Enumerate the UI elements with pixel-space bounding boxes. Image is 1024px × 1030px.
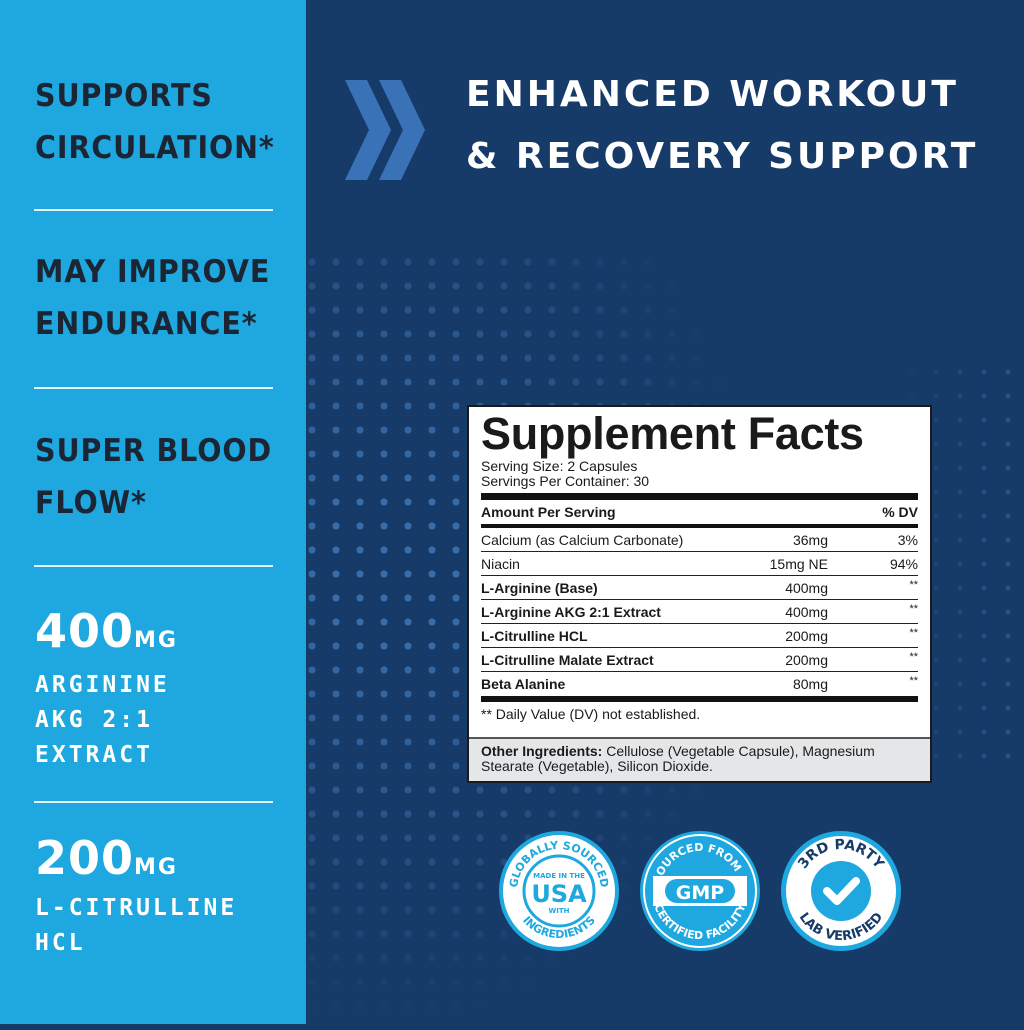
dv-footnote: ** Daily Value (DV) not established.: [481, 706, 701, 722]
facts-title: Supplement Facts: [481, 408, 864, 459]
lab-verified-badge: 3RD PARTY LAB VERIFIED: [781, 831, 901, 951]
facts-row: L-Citrulline HCL 200mg **: [481, 624, 918, 648]
svg-text:MADE IN THE: MADE IN THE: [533, 872, 585, 880]
double-chevron-right-icon: [345, 80, 425, 180]
facts-row: L-Arginine (Base) 400mg **: [481, 576, 918, 600]
divider: [34, 565, 273, 567]
facts-header: Amount Per Serving% DV: [481, 500, 918, 528]
svg-text:USA: USA: [531, 880, 587, 908]
svg-text:GMP: GMP: [676, 882, 725, 904]
facts-row: Beta Alanine 80mg **: [481, 675, 918, 692]
other-ingredients: Other Ingredients: Cellulose (Vegetable …: [469, 737, 930, 781]
gmp-badge: SOURCED FROM A CERTIFIED FACILITY GMP: [640, 831, 760, 951]
servings-per-container: Servings Per Container: 30: [481, 473, 650, 489]
dose-2-amount: 200MG: [35, 831, 178, 885]
claim-1: SUPPORTS CIRCULATION*: [35, 78, 275, 166]
left-panel: SUPPORTS CIRCULATION* MAY IMPROVE ENDURANC…: [0, 0, 306, 1024]
dose-1-amount: 400MG: [35, 604, 178, 658]
divider: [34, 387, 273, 389]
dose-2-label: L-CITRULLINE HCL: [35, 895, 238, 956]
claim-3: SUPER BLOOD FLOW*: [35, 433, 273, 521]
facts-row: Calcium (as Calcium Carbonate) 36mg 3%: [481, 528, 918, 552]
facts-row: Niacin 15mg NE 94%: [481, 552, 918, 576]
claim-2: MAY IMPROVE ENDURANCE*: [35, 254, 271, 342]
svg-text:WITH: WITH: [549, 907, 570, 915]
facts-row: L-Citrulline Malate Extract 200mg **: [481, 648, 918, 672]
thick-rule: [481, 493, 918, 500]
serving-size: Serving Size: 2 Capsules: [481, 458, 638, 474]
headline: ENHANCED WORKOUT & RECOVERY SUPPORT: [466, 74, 979, 177]
thick-rule: [481, 696, 918, 702]
dose-1-label: ARGININE AKG 2:1 EXTRACT: [35, 672, 170, 768]
supplement-facts-panel: Supplement Facts Serving Size: 2 Capsule…: [467, 405, 932, 783]
facts-row: L-Arginine AKG 2:1 Extract 400mg **: [481, 600, 918, 624]
made-in-usa-badge: GLOBALLY SOURCED INGREDIENTS MADE IN THE…: [499, 831, 619, 951]
divider: [34, 801, 273, 803]
divider: [34, 209, 273, 211]
checkmark-icon: [823, 877, 860, 905]
